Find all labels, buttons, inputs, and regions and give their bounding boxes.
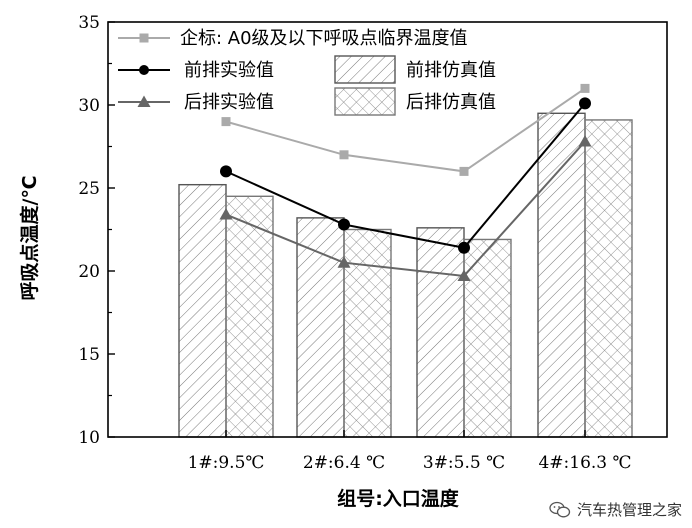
- y-tick-label-25: 25: [78, 179, 100, 199]
- point-rear-exp-4: [578, 135, 592, 147]
- point-standard-3: [459, 166, 469, 176]
- legend-label-front-sim: 前排仿真值: [406, 60, 496, 81]
- legend-marker-standard: [139, 33, 149, 43]
- legend-label-rear-sim: 后排仿真值: [406, 92, 496, 113]
- bar-rear-sim-2: [343, 228, 392, 438]
- line-rear-exp: [225, 140, 586, 278]
- y-tick-label-10: 10: [78, 428, 100, 448]
- bar-front-sim-4: [537, 112, 586, 438]
- x-tick-label-4: 4#:16.3 ℃: [538, 453, 631, 473]
- point-front-exp-3: [458, 241, 470, 254]
- legend-swatch-front-sim: [334, 55, 396, 84]
- wechat-icon: [549, 501, 571, 517]
- legend-label-standard: 企标: A0级及以下呼吸点临界温度值: [180, 28, 468, 49]
- bar-front-sim-3: [416, 227, 465, 438]
- legend-label-front-exp: 前排实验值: [184, 60, 274, 81]
- point-standard-2: [339, 150, 349, 160]
- bars-layer: [178, 112, 633, 438]
- point-rear-exp-3: [457, 269, 471, 281]
- point-rear-exp-1: [219, 208, 233, 220]
- point-standard-1: [221, 117, 231, 127]
- point-front-exp-2: [338, 218, 350, 231]
- bar-front-sim-1: [178, 183, 227, 438]
- point-front-exp-4: [579, 97, 591, 110]
- legend-marker-front-exp: [139, 65, 149, 75]
- bar-rear-sim-4: [584, 119, 633, 438]
- y-tick-label-30: 30: [78, 96, 100, 116]
- y-axis-title: 呼吸点温度/℃: [18, 176, 41, 301]
- watermark-text: 汽车热管理之家: [576, 501, 682, 519]
- legend-label-rear-exp: 后排实验值: [184, 92, 274, 113]
- watermark: 汽车热管理之家: [549, 499, 682, 520]
- bar-rear-sim-3: [463, 238, 512, 438]
- point-standard-4: [580, 83, 590, 93]
- x-tick-label-3: 3#:5.5 ℃: [423, 453, 505, 473]
- x-tick-label-2: 2#:6.4 ℃: [303, 453, 385, 473]
- y-tick-label-20: 20: [78, 262, 100, 282]
- x-axis-title: 组号:入口温度: [337, 487, 460, 510]
- legend-swatch-rear-sim: [334, 87, 396, 116]
- line-standard: [225, 87, 586, 173]
- bar-front-sim-2: [296, 217, 345, 438]
- axes-layer: 10 15 20 25 30 35 1#:9.5℃ 2#:6.4 ℃ 3#:5.5 ℃ 4#:16…: [78, 13, 668, 473]
- y-tick-label-35: 35: [78, 13, 100, 33]
- lines-layer: [219, 83, 592, 281]
- line-front-exp: [225, 102, 586, 249]
- point-rear-exp-2: [337, 256, 351, 268]
- bar-rear-sim-1: [225, 195, 274, 438]
- y-tick-label-15: 15: [78, 345, 100, 365]
- point-front-exp-1: [220, 165, 232, 178]
- x-tick-label-1: 1#:9.5℃: [188, 453, 265, 473]
- legend-marker-rear-exp: [137, 95, 151, 107]
